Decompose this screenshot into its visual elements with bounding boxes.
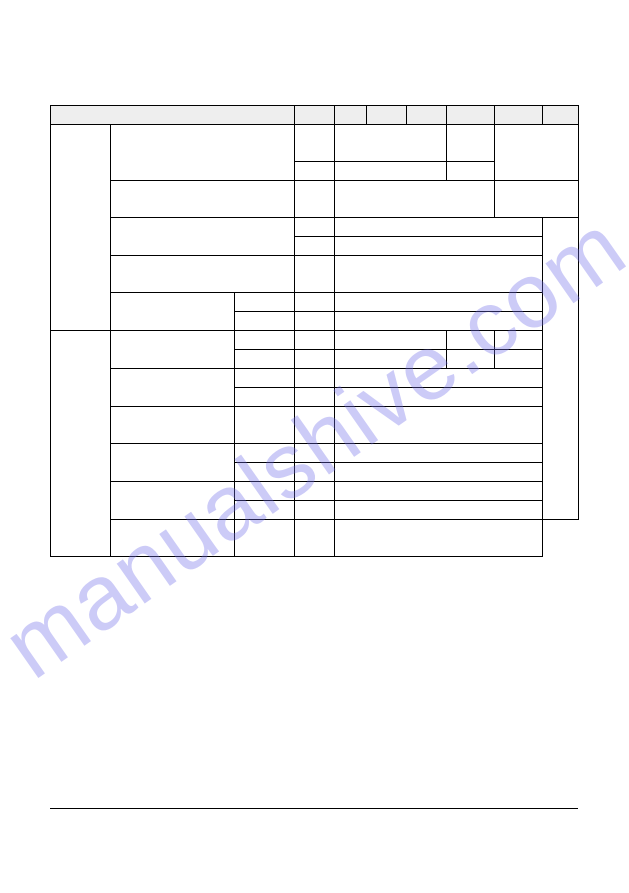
table-cell — [295, 237, 335, 256]
table-cell — [235, 501, 295, 520]
table-row — [51, 218, 579, 237]
table-cell — [295, 331, 335, 350]
table-row — [51, 369, 579, 388]
table-cell — [111, 482, 235, 520]
table-cell — [111, 256, 295, 293]
table-cell — [295, 293, 335, 312]
table-cell — [335, 293, 543, 312]
table-cell — [111, 125, 295, 181]
table-cell — [235, 520, 295, 557]
table-cell — [295, 181, 335, 218]
table-cell — [111, 520, 235, 557]
table-header-cell — [543, 106, 579, 125]
table-row — [51, 520, 579, 557]
table-cell — [111, 369, 235, 407]
table-row — [51, 293, 579, 312]
table-cell — [235, 312, 295, 331]
table-cell — [335, 237, 543, 256]
table-cell — [295, 162, 335, 181]
spec-table — [50, 105, 579, 557]
table-cell — [335, 463, 543, 482]
table-header-cell — [495, 106, 543, 125]
table-cell — [111, 293, 235, 331]
table-cell — [295, 520, 335, 557]
table-header-cell — [295, 106, 335, 125]
table-cell — [295, 125, 335, 162]
table-cell — [295, 312, 335, 331]
table-cell — [111, 444, 235, 482]
table-cell — [235, 331, 295, 350]
table-header-row — [51, 106, 579, 125]
table-cell — [51, 125, 111, 331]
table-cell — [235, 407, 295, 444]
table-cell — [235, 482, 295, 501]
table-cell — [235, 293, 295, 312]
table-cell — [111, 331, 235, 369]
table-row — [51, 331, 579, 350]
table-cell — [335, 162, 447, 181]
table-header-cell — [447, 106, 495, 125]
table-cell — [495, 331, 543, 350]
table-cell — [235, 444, 295, 463]
table-cell — [111, 407, 235, 444]
table-cell — [543, 218, 579, 520]
table-cell — [295, 463, 335, 482]
table-header-cell — [51, 106, 295, 125]
table-cell — [335, 256, 543, 293]
table-row — [51, 256, 579, 293]
table-cell — [295, 501, 335, 520]
table-cell — [235, 369, 295, 388]
table-cell — [335, 218, 543, 237]
table-row — [51, 407, 579, 444]
table-row — [51, 482, 579, 501]
table-cell — [447, 350, 495, 369]
table-cell — [235, 388, 295, 407]
table-row — [51, 181, 579, 218]
table-cell — [335, 407, 543, 444]
table-cell — [295, 407, 335, 444]
table-cell — [447, 162, 495, 181]
table-cell — [335, 501, 543, 520]
table-cell — [295, 388, 335, 407]
table-cell — [295, 350, 335, 369]
table-cell — [447, 125, 495, 162]
table-cell — [335, 125, 447, 162]
table-cell — [51, 331, 111, 557]
footer-rule — [50, 808, 578, 809]
table-header-cell — [335, 106, 367, 125]
table-cell — [295, 482, 335, 501]
table-cell — [335, 482, 543, 501]
table-cell — [111, 181, 295, 218]
table-row — [51, 125, 579, 162]
table-cell — [295, 256, 335, 293]
table-cell — [447, 331, 495, 350]
table-cell — [295, 218, 335, 237]
table-cell — [495, 350, 543, 369]
table-cell — [335, 444, 543, 463]
table-cell — [295, 444, 335, 463]
table-cell — [495, 125, 579, 181]
table-cell — [335, 181, 495, 218]
table-cell — [235, 350, 295, 369]
table-cell — [495, 181, 579, 218]
table-cell — [335, 369, 543, 388]
table-row — [51, 444, 579, 463]
table-cell — [111, 218, 295, 256]
table-cell — [235, 463, 295, 482]
table-header-cell — [407, 106, 447, 125]
table-cell — [335, 350, 447, 369]
table-cell — [335, 520, 543, 557]
table-cell — [335, 388, 543, 407]
table-cell — [335, 312, 543, 331]
table-header-cell — [367, 106, 407, 125]
table-cell — [295, 369, 335, 388]
table-cell — [335, 331, 447, 350]
page: manualshive.com — [0, 0, 629, 893]
